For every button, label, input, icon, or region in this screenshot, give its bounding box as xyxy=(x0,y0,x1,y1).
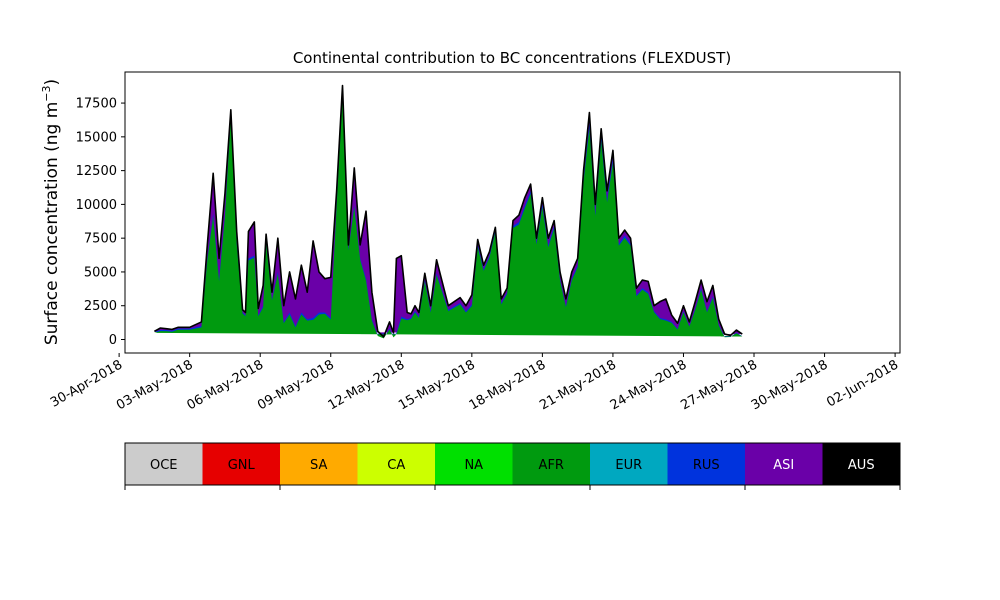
x-tick-label: 12-May-2018 xyxy=(326,357,408,413)
legend-label-eur: EUR xyxy=(615,458,642,473)
legend-frame xyxy=(124,442,901,486)
legend-swatch-na xyxy=(435,443,513,485)
legend-label-ca: CA xyxy=(387,458,405,473)
legend-label-oce: OCE xyxy=(150,458,178,473)
y-tick-label: 17500 xyxy=(76,97,117,112)
legend-label-afr: AFR xyxy=(539,458,564,473)
x-tick-label: 30-Apr-2018 xyxy=(48,357,125,410)
chart-title: Continental contribution to BC concentra… xyxy=(293,49,731,67)
y-tick-label: 10000 xyxy=(76,198,117,213)
legend-swatch-afr xyxy=(512,443,590,485)
y-tick-label: 2500 xyxy=(84,299,117,314)
series-line-aus xyxy=(153,84,743,338)
legend-swatch-asi xyxy=(745,443,823,485)
legend-label-aus: AUS xyxy=(848,458,875,473)
x-tick-label: 06-May-2018 xyxy=(185,357,267,413)
y-tick-label: 15000 xyxy=(76,130,117,145)
legend-swatch-sa xyxy=(280,443,358,485)
legend-swatch-oce xyxy=(125,443,203,485)
y-tick-label: 0 xyxy=(109,333,117,348)
legend-swatch-rus xyxy=(667,443,745,485)
legend-label-gnl: GNL xyxy=(228,458,256,473)
plot-frame xyxy=(124,71,901,354)
x-tick-label: 24-May-2018 xyxy=(608,357,690,413)
x-tick-label: 15-May-2018 xyxy=(396,357,478,413)
x-tick-label: 18-May-2018 xyxy=(467,357,549,413)
y-tick-label: 5000 xyxy=(84,265,117,280)
x-tick-label: 21-May-2018 xyxy=(537,357,619,413)
legend: OCE GNL SA CA NA AFR EUR RUS ASI AUS xyxy=(124,442,901,490)
legend-swatch-aus xyxy=(822,443,900,485)
legend-label-asi: ASI xyxy=(773,458,794,473)
legend-swatch-ca xyxy=(357,443,435,485)
legend-label-rus: RUS xyxy=(693,458,720,473)
legend-label-na: NA xyxy=(464,458,483,473)
x-tick-label: 03-May-2018 xyxy=(114,357,196,413)
axes: 0 2500 5000 7500 10000 12500 15000 17500 30-Apr-… xyxy=(48,71,901,413)
y-axis-label: Surface concentration (ng m−3) xyxy=(40,79,62,345)
x-tick-label: 30-May-2018 xyxy=(749,357,831,413)
x-tick-label: 27-May-2018 xyxy=(678,357,760,413)
y-tick-label: 7500 xyxy=(84,232,117,247)
series-area-afr xyxy=(154,96,743,339)
y-tick-label: 12500 xyxy=(76,164,117,179)
legend-label-sa: SA xyxy=(310,458,327,473)
x-tick-label: 02-Jun-2018 xyxy=(824,357,901,410)
plot-area xyxy=(153,84,743,339)
legend-swatch-eur xyxy=(590,443,668,485)
x-tick-label: 09-May-2018 xyxy=(255,357,337,413)
legend-swatch-gnl xyxy=(202,443,280,485)
